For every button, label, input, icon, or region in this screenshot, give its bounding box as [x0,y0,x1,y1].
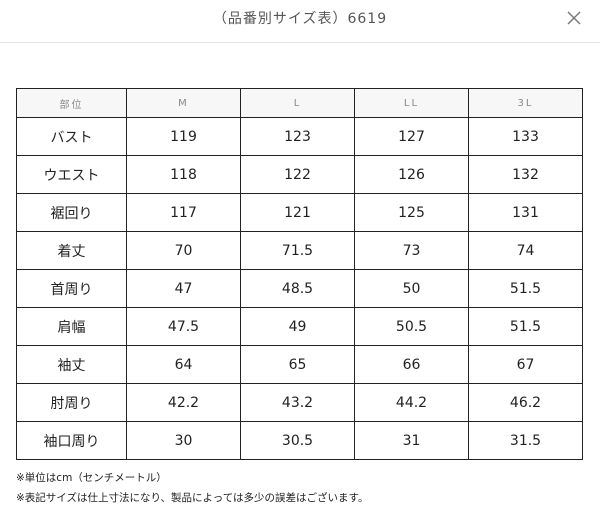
column-header-3l: 3L [468,88,583,118]
table-cell: 31 [354,421,469,460]
unit-note: ※単位はcm（センチメートル） [16,472,167,484]
table-cell: 123 [240,117,355,156]
table-cell: 48.5 [240,269,355,308]
table-cell: 42.2 [126,383,241,422]
table-cell: 44.2 [354,383,469,422]
table-cell: 117 [126,193,241,232]
table-row: 裾回り 117 121 125 131 [16,193,583,232]
table-cell: 64 [126,345,241,384]
table-cell: 51.5 [468,269,583,308]
table-cell: 132 [468,155,583,194]
table-row: バスト 119 123 127 133 [16,117,583,156]
tolerance-note: ※表記サイズは仕上寸法になり、製品によっては多少の誤差はございます。 [16,492,369,504]
table-row: 袖丈 64 65 66 67 [16,345,583,384]
row-label: 袖丈 [16,345,127,384]
row-label: ウエスト [16,155,127,194]
table-row: 着丈 70 71.5 73 74 [16,231,583,270]
dialog-header: （品番別サイズ表）6619 [0,0,600,43]
row-label: バスト [16,117,127,156]
table-cell: 122 [240,155,355,194]
column-header-l: L [240,88,355,118]
row-label: 着丈 [16,231,127,270]
table-cell: 133 [468,117,583,156]
column-header-ll: LL [354,88,469,118]
table-cell: 31.5 [468,421,583,460]
table-header-row: 部位 M L LL 3L [16,88,583,118]
table-cell: 66 [354,345,469,384]
table-cell: 70 [126,231,241,270]
table-cell: 30.5 [240,421,355,460]
close-button[interactable] [564,8,584,28]
table-cell: 121 [240,193,355,232]
row-label: 肩幅 [16,307,127,346]
close-icon [567,11,581,25]
table-cell: 50.5 [354,307,469,346]
table-row: 肘周り 42.2 43.2 44.2 46.2 [16,383,583,422]
table-cell: 67 [468,345,583,384]
table-row: 袖口周り 30 30.5 31 31.5 [16,421,583,460]
dialog-title: （品番別サイズ表）6619 [212,11,388,27]
table-cell: 49 [240,307,355,346]
table-cell: 65 [240,345,355,384]
table-cell: 126 [354,155,469,194]
table-cell: 71.5 [240,231,355,270]
table-cell: 118 [126,155,241,194]
table-cell: 74 [468,231,583,270]
table-cell: 131 [468,193,583,232]
row-label: 袖口周り [16,421,127,460]
row-label: 肘周り [16,383,127,422]
row-label: 首周り [16,269,127,308]
table-cell: 47.5 [126,307,241,346]
size-table: 部位 M L LL 3L バスト 119 123 127 133 ウエスト 11 [16,88,583,460]
table-cell: 46.2 [468,383,583,422]
table-cell: 30 [126,421,241,460]
table-cell: 47 [126,269,241,308]
table-cell: 127 [354,117,469,156]
table-cell: 51.5 [468,307,583,346]
column-header-m: M [126,88,241,118]
column-header-part: 部位 [16,88,127,118]
table-row: 首周り 47 48.5 50 51.5 [16,269,583,308]
table-cell: 43.2 [240,383,355,422]
footnotes: ※単位はcm（センチメートル） ※表記サイズは仕上寸法になり、製品によっては多少… [16,468,368,508]
table-cell: 119 [126,117,241,156]
row-label: 裾回り [16,193,127,232]
table-cell: 50 [354,269,469,308]
table-row: 肩幅 47.5 49 50.5 51.5 [16,307,583,346]
table-row: ウエスト 118 122 126 132 [16,155,583,194]
table-cell: 125 [354,193,469,232]
table-cell: 73 [354,231,469,270]
size-table-container: 部位 M L LL 3L バスト 119 123 127 133 ウエスト 11 [16,88,583,460]
